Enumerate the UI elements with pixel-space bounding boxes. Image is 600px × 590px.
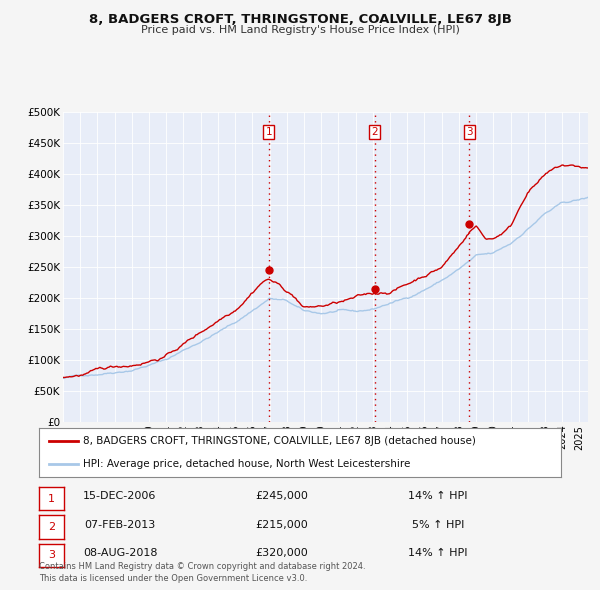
Text: This data is licensed under the Open Government Licence v3.0.: This data is licensed under the Open Gov…	[39, 574, 307, 583]
Text: 2: 2	[48, 522, 55, 532]
Text: 8, BADGERS CROFT, THRINGSTONE, COALVILLE, LE67 8JB (detached house): 8, BADGERS CROFT, THRINGSTONE, COALVILLE…	[83, 437, 476, 447]
Text: 14% ↑ HPI: 14% ↑ HPI	[408, 548, 468, 558]
Text: 1: 1	[266, 127, 272, 137]
Text: £320,000: £320,000	[256, 548, 308, 558]
Text: 8, BADGERS CROFT, THRINGSTONE, COALVILLE, LE67 8JB: 8, BADGERS CROFT, THRINGSTONE, COALVILLE…	[89, 13, 511, 26]
Text: 14% ↑ HPI: 14% ↑ HPI	[408, 491, 468, 501]
Text: Contains HM Land Registry data © Crown copyright and database right 2024.: Contains HM Land Registry data © Crown c…	[39, 562, 365, 571]
Text: 5% ↑ HPI: 5% ↑ HPI	[412, 520, 464, 529]
Text: HPI: Average price, detached house, North West Leicestershire: HPI: Average price, detached house, Nort…	[83, 458, 411, 468]
Text: 2: 2	[371, 127, 378, 137]
Text: £215,000: £215,000	[256, 520, 308, 529]
Text: 3: 3	[466, 127, 473, 137]
Text: 3: 3	[48, 550, 55, 560]
Text: 15-DEC-2006: 15-DEC-2006	[83, 491, 157, 501]
Text: 07-FEB-2013: 07-FEB-2013	[85, 520, 155, 529]
Text: 08-AUG-2018: 08-AUG-2018	[83, 548, 157, 558]
Text: 1: 1	[48, 494, 55, 504]
Text: Price paid vs. HM Land Registry's House Price Index (HPI): Price paid vs. HM Land Registry's House …	[140, 25, 460, 35]
Text: £245,000: £245,000	[256, 491, 308, 501]
